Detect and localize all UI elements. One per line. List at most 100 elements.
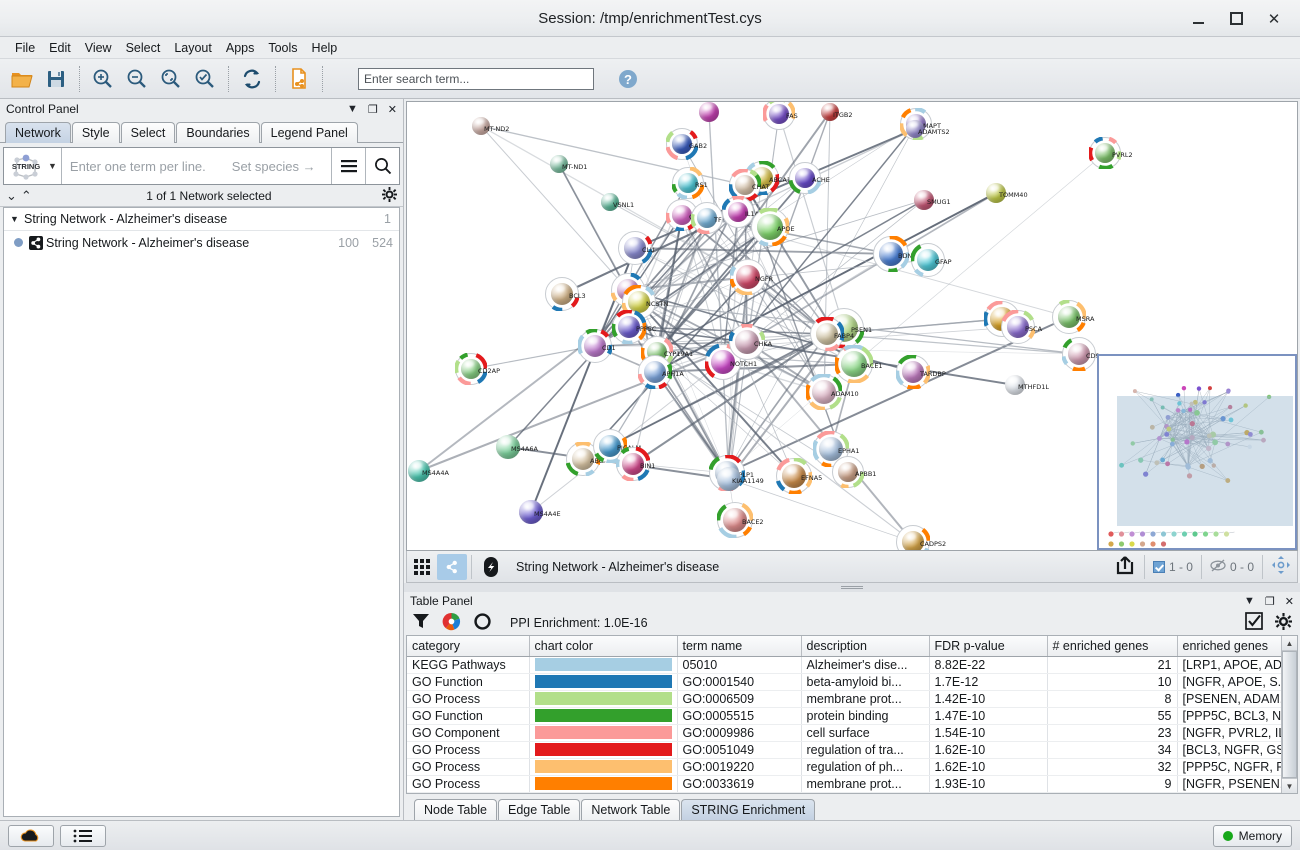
zoom-out-icon[interactable] xyxy=(121,63,153,95)
table-row[interactable]: GO Process GO:0019220 regulation of ph... 1… xyxy=(407,758,1281,776)
network-node[interactable]: VSNL1 xyxy=(601,193,634,211)
network-node[interactable]: ADAM10 xyxy=(812,380,859,404)
search-input[interactable]: Enter search term... xyxy=(358,67,594,90)
column-header-enriched-genes[interactable]: enriched genes xyxy=(1177,636,1281,657)
filter-icon[interactable] xyxy=(412,612,430,633)
network-node[interactable]: GAB2 xyxy=(672,134,707,154)
network-node[interactable]: BDNF xyxy=(879,242,916,266)
network-node[interactable]: TARDBP xyxy=(902,361,946,383)
network-node[interactable]: MS4A4A xyxy=(408,460,449,482)
network-node[interactable]: CHAT xyxy=(735,175,769,195)
network-node[interactable]: FAS xyxy=(769,104,798,124)
column-header-fdr-p-value[interactable]: FDR p-value xyxy=(929,636,1048,657)
network-node[interactable]: CD1 xyxy=(584,335,616,357)
network-node[interactable]: NGFR xyxy=(736,265,773,289)
table-row[interactable]: GO Process GO:0051049 regulation of tra...… xyxy=(407,741,1281,759)
network-node[interactable]: CHKA xyxy=(735,330,772,354)
close-panel-icon[interactable]: ✕ xyxy=(387,103,397,116)
table-row[interactable]: GO Component GO:0009986 cell surface 1.54E-… xyxy=(407,724,1281,742)
cloud-icon[interactable] xyxy=(8,824,54,847)
network-node[interactable]: CD2AP xyxy=(461,359,500,379)
network-node[interactable]: MT-ND1 xyxy=(550,155,587,173)
network-node[interactable]: MTHFD1L xyxy=(1005,375,1049,395)
tree-row-root[interactable]: ▼ String Network - Alzheimer's disease 1 xyxy=(4,208,399,231)
string-logo-icon[interactable]: STRING xyxy=(4,148,48,184)
table-row[interactable]: GO Process GO:0050435beta-amyloid m...2.0… xyxy=(407,792,1281,793)
select-all-icon[interactable] xyxy=(1245,612,1263,633)
network-node[interactable]: GFAP xyxy=(917,249,952,271)
network-node[interactable]: ADAMTS2 xyxy=(906,120,950,138)
network-node[interactable]: RS1 xyxy=(678,173,708,193)
network-node[interactable]: IL1A xyxy=(728,202,759,222)
gear-icon-table[interactable] xyxy=(1275,612,1292,633)
network-node[interactable]: EPHA1 xyxy=(819,437,860,461)
scroll-thumb[interactable] xyxy=(1282,651,1297,778)
close-panel-icon-table[interactable]: ✕ xyxy=(1284,595,1294,608)
network-node[interactable]: FABP4 xyxy=(816,323,854,345)
tab-string-enrichment[interactable]: STRING Enrichment xyxy=(681,799,816,820)
fit-content-icon[interactable] xyxy=(1271,555,1291,578)
network-node[interactable]: APBB1 xyxy=(838,462,876,482)
zoom-in-icon[interactable] xyxy=(87,63,119,95)
table-row[interactable]: GO Function GO:0005515 protein binding 1.47… xyxy=(407,707,1281,725)
float-panel-icon-table[interactable]: ❐ xyxy=(1264,595,1275,608)
network-node[interactable]: MS4A4E xyxy=(519,500,561,524)
network-node[interactable]: TF xyxy=(697,208,722,228)
maximize-button[interactable] xyxy=(1226,9,1246,29)
network-node[interactable]: PSCA xyxy=(1007,316,1042,338)
network-node[interactable]: KIAA1149 xyxy=(717,467,764,491)
network-node[interactable]: ACHE xyxy=(795,168,830,188)
menu-apps[interactable]: Apps xyxy=(225,40,255,55)
pie-chart-icon[interactable] xyxy=(442,612,461,634)
annotation-icon[interactable] xyxy=(476,554,506,580)
column-header-category[interactable]: category xyxy=(407,636,530,657)
grid-layout-icon[interactable] xyxy=(407,554,437,580)
tab-node-table[interactable]: Node Table xyxy=(414,799,498,820)
string-term-input[interactable]: Enter one term per line. Set species → xyxy=(60,148,331,184)
network-node[interactable]: MS4A6A xyxy=(496,435,538,459)
tab-boundaries[interactable]: Boundaries xyxy=(176,122,260,143)
help-icon[interactable]: ? xyxy=(612,63,644,95)
tree-row-child[interactable]: String Network - Alzheimer's disease 100… xyxy=(4,231,399,254)
network-canvas[interactable]: MT-ND2 MT-ND1 VSNL1 GAB2 FAS ITGB2 RS1 ABCA1 ACH… xyxy=(406,101,1298,551)
network-node[interactable]: BACE2 xyxy=(723,508,764,532)
zoom-selected-icon[interactable] xyxy=(189,63,221,95)
menu-view[interactable]: View xyxy=(84,40,112,55)
scroll-up-arrow[interactable]: ▲ xyxy=(1282,636,1297,652)
menu-select[interactable]: Select xyxy=(125,40,161,55)
donut-chart-icon[interactable] xyxy=(473,612,492,634)
export-image-icon[interactable] xyxy=(1114,554,1136,579)
float-panel-icon[interactable]: ❐ xyxy=(367,103,378,116)
network-node[interactable]: BACE1 xyxy=(841,351,883,377)
network-node[interactable]: C1B xyxy=(672,205,702,225)
network-node[interactable]: ITGB2 xyxy=(821,103,853,121)
open-folder-icon[interactable] xyxy=(6,63,38,95)
export-network-icon[interactable] xyxy=(283,63,315,95)
network-node[interactable]: CADPS2 xyxy=(902,531,946,550)
memory-button[interactable]: Memory xyxy=(1212,824,1292,847)
network-node[interactable] xyxy=(699,102,719,122)
network-node[interactable]: PPP5C xyxy=(618,316,656,338)
panel-divider[interactable] xyxy=(404,583,1300,592)
network-node[interactable]: APOE xyxy=(757,214,795,240)
list-icon[interactable] xyxy=(60,824,106,847)
column-header-term-name[interactable]: term name xyxy=(677,636,802,657)
tab-edge-table[interactable]: Edge Table xyxy=(498,799,581,820)
zoom-fit-icon[interactable] xyxy=(155,63,187,95)
column-header-chart-color[interactable]: chart color xyxy=(529,636,678,657)
column-header--enriched-genes[interactable]: # enriched genes xyxy=(1047,636,1178,657)
selected-nodes-checkbox[interactable] xyxy=(1152,560,1165,573)
menu-edit[interactable]: Edit xyxy=(49,40,71,55)
network-node[interactable]: CD9 xyxy=(1068,343,1100,365)
chevron-down-icon-table[interactable]: ▼ xyxy=(1244,595,1255,608)
birds-eye-view[interactable] xyxy=(1097,354,1297,550)
table-row[interactable]: GO Process GO:0006509 membrane prot... 1.42… xyxy=(407,690,1281,708)
expand-triangle-icon[interactable]: ▼ xyxy=(10,214,19,224)
table-row[interactable]: GO Process GO:0033619 membrane prot... 1.93… xyxy=(407,775,1281,793)
collapse-all-icon[interactable]: ⌄ xyxy=(6,187,17,203)
gear-icon[interactable] xyxy=(382,186,397,205)
save-icon[interactable] xyxy=(40,63,72,95)
network-node[interactable]: BIN1 xyxy=(622,453,655,475)
refresh-icon[interactable] xyxy=(236,63,268,95)
menu-file[interactable]: File xyxy=(15,40,36,55)
